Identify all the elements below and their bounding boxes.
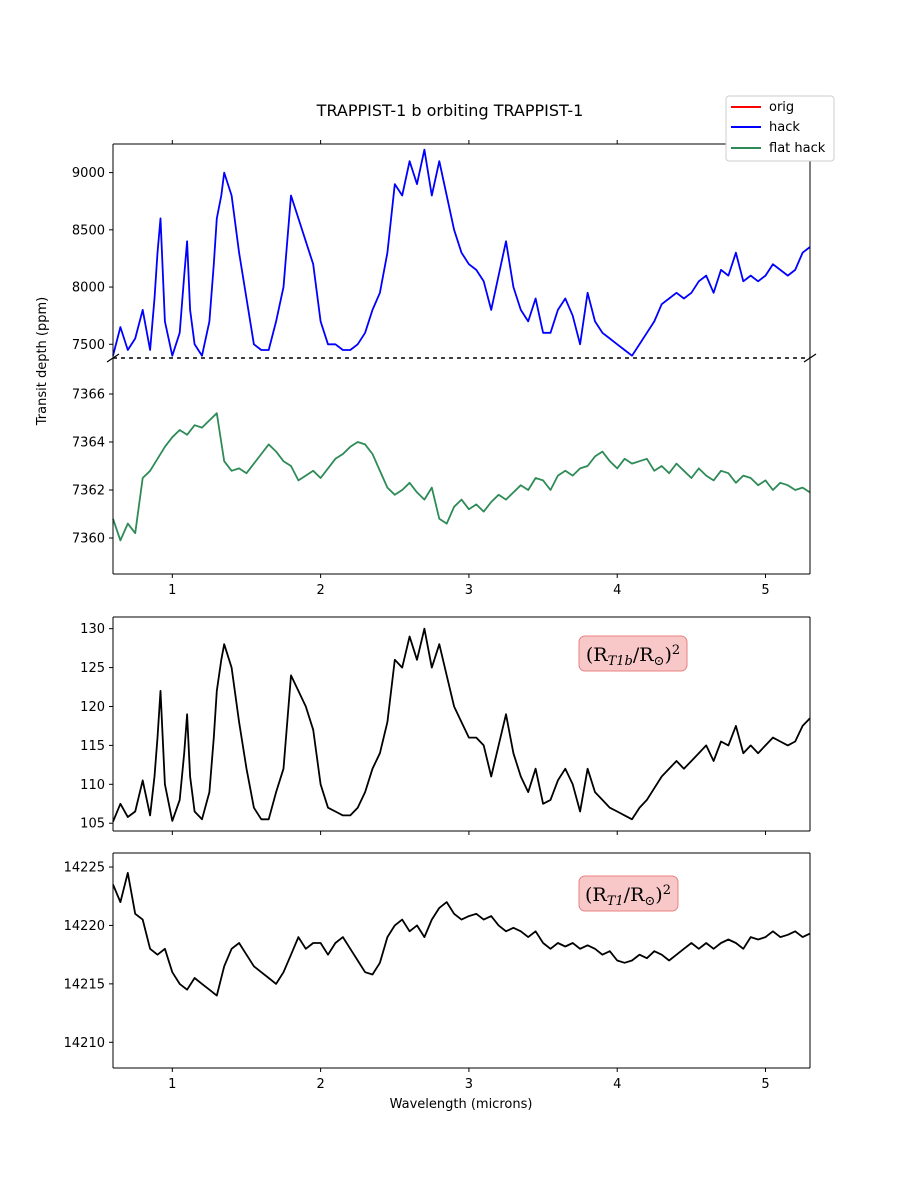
y-tick-label-top-flat-3: 7366 xyxy=(72,388,105,403)
x-tick-label-top-flat-3: 4 xyxy=(613,583,621,598)
x-tick-label-top-flat-0: 1 xyxy=(168,583,176,598)
panel-transit-hack: 7500 8000 8500 9000 xyxy=(72,140,817,363)
planet-radius-annotation: (RT1b/R⊙)2 xyxy=(578,635,688,672)
series-line-top-hack-0 xyxy=(112,148,811,357)
y-tick-label-planet-radius-3: 120 xyxy=(80,700,105,715)
legend-entry-flat-hack: flat hack xyxy=(731,141,826,156)
y-tick-label-star-radius-1: 14215 xyxy=(64,977,105,992)
series-line-star-radius-0 xyxy=(112,872,811,997)
star-radius-annotation-text: (RT1/R⊙)2 xyxy=(585,883,671,909)
panel-planet-radius: 105 110 115 120 125 130 xyxy=(80,616,811,835)
y-tick-label-planet-radius-4: 125 xyxy=(80,661,105,676)
x-tick-label-top-flat-4: 5 xyxy=(761,583,769,598)
y-tick-label-top-hack-3: 9000 xyxy=(72,166,105,181)
legend-label-hack: hack xyxy=(769,120,800,135)
x-tick-label-star-radius-0: 1 xyxy=(168,1077,176,1092)
legend: orig hack flat hack xyxy=(725,95,835,162)
x-tick-label-star-radius-2: 3 xyxy=(465,1077,473,1092)
chart-title: TRAPPIST-1 b orbiting TRAPPIST-1 xyxy=(316,101,584,120)
x-tick-label-top-flat-1: 2 xyxy=(316,583,324,598)
y-tick-label-star-radius-2: 14220 xyxy=(64,919,105,934)
x-axis-label: Wavelength (microns) xyxy=(390,1097,533,1112)
series-line-top-flat-0 xyxy=(112,412,811,542)
star-radius-annotation: (RT1/R⊙)2 xyxy=(578,875,679,912)
x-tick-label-star-radius-1: 2 xyxy=(316,1077,324,1092)
x-tick-label-star-radius-4: 5 xyxy=(761,1077,769,1092)
y-tick-label-top-flat-1: 7362 xyxy=(72,484,105,499)
y-tick-label-top-flat-2: 7364 xyxy=(72,436,105,451)
y-axis-label: Transit depth (ppm) xyxy=(35,297,50,426)
legend-entry-hack: hack xyxy=(731,120,800,135)
y-tick-label-top-hack-1: 8000 xyxy=(72,281,105,296)
y-tick-label-top-flat-0: 7360 xyxy=(72,532,105,547)
legend-entry-orig: orig xyxy=(731,100,794,115)
legend-label-flat-hack: flat hack xyxy=(769,141,826,156)
x-tick-label-top-flat-2: 3 xyxy=(465,583,473,598)
planet-radius-annotation-text: (RT1b/R⊙)2 xyxy=(586,643,680,669)
y-tick-label-top-hack-0: 7500 xyxy=(72,338,105,353)
y-tick-label-top-hack-2: 8500 xyxy=(72,223,105,238)
y-tick-label-planet-radius-5: 130 xyxy=(80,622,105,637)
legend-label-orig: orig xyxy=(769,100,794,115)
y-tick-label-planet-radius-2: 115 xyxy=(80,739,105,754)
panel-transit-flat-hack: 7360 7362 7364 7366 1 2 3 4 5 xyxy=(72,358,811,598)
y-tick-label-planet-radius-1: 110 xyxy=(80,778,105,793)
series-line-planet-radius-0 xyxy=(112,627,811,823)
y-tick-label-star-radius-3: 14225 xyxy=(64,861,105,876)
panel-star-radius: 14210 14215 14220 14225 1 2 3 4 5 xyxy=(64,852,811,1092)
y-tick-label-star-radius-0: 14210 xyxy=(64,1036,105,1051)
x-tick-label-star-radius-3: 4 xyxy=(613,1077,621,1092)
y-tick-label-planet-radius-0: 105 xyxy=(80,817,105,832)
